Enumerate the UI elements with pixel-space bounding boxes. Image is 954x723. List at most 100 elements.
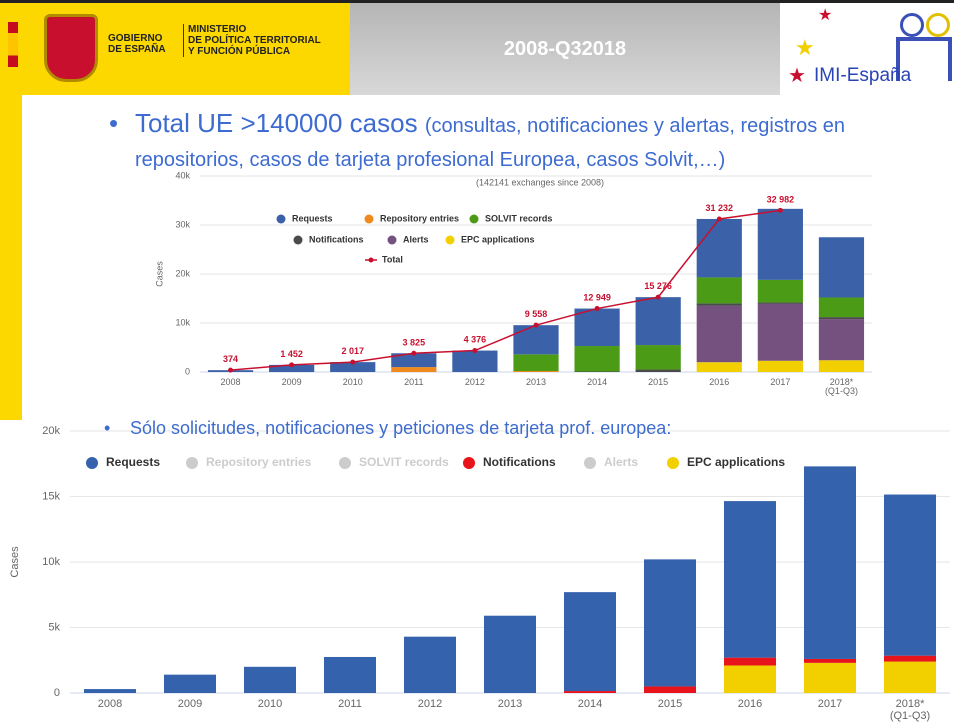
y-tick-label: 20k [175,268,190,278]
bar-segment [724,657,776,666]
bar-segment [804,658,856,663]
bar-segment [564,592,616,692]
ministry-line: Y FUNCIÓN PÚBLICA [188,46,291,57]
x-tick-label: 2015 [648,377,669,387]
x-tick-label: 2010 [342,377,363,387]
slide-title: 2008-Q32018 [503,38,627,60]
x-tick-label: 2016 [709,377,730,387]
data-label: 4 376 [464,335,487,345]
bar-segment [724,665,776,693]
line-point [716,216,722,222]
x-tick-label: 2010 [257,698,283,710]
x-tick-label: 2011 [338,698,362,710]
bar-segment [330,362,376,372]
y-tick-label: 10k [42,556,60,568]
bar-segment [818,319,865,361]
bar-segment [884,661,936,693]
data-label: 3 825 [403,337,426,347]
x-tick-label: 2014 [587,377,608,387]
legend-marker [339,457,351,469]
data-label: 31 232 [706,203,734,213]
x-tick-label: 2018* (Q1-Q3) [889,698,931,722]
legend-label: Total [382,254,403,264]
x-tick-label: 2012 [464,377,485,387]
bar-segment [818,237,865,298]
legend-marker [445,235,455,245]
legend-label: EPC applications [461,234,535,244]
legend-marker [368,257,374,263]
logo-m [896,37,952,81]
side-strip [0,95,22,425]
bar-segment [884,655,936,662]
bar-segment [804,662,856,693]
bar-segment [818,297,865,318]
legend-label: Alerts [604,455,638,469]
bar-segment [635,345,681,370]
line-point [289,362,295,368]
imi-logo: ★ ★ ★ IMI-España [788,5,952,90]
y-tick-label: 0 [185,366,190,376]
x-tick-label: 2009 [281,377,302,387]
bar-segment [269,364,315,372]
y-axis-label: Cases [9,546,21,578]
bullet: Total UE >140000 casos (consultas, notif… [109,106,945,174]
x-tick-label: 2009 [177,698,203,710]
bullet: Sólo solicitudes, notificaciones y petic… [104,418,671,439]
y-tick-label: 5k [48,621,60,633]
legend-label: EPC applications [687,455,785,469]
logo-text: IMI-España [814,65,912,86]
bar-segment [696,305,742,363]
x-tick-label: 2017 [817,698,843,710]
x-tick-label: 2016 [737,698,763,710]
y-tick-label: 40k [175,170,190,180]
line-point [655,294,661,300]
legend-marker [86,457,98,469]
legend-marker [186,457,198,469]
y-tick-label: 20k [42,425,60,437]
bar-segment [84,689,136,693]
x-tick-label: 2008 [97,698,123,710]
line-point [350,359,356,365]
data-label: 12 949 [583,293,611,303]
line-point [411,350,417,356]
bar-segment [484,615,536,693]
bar-segment [724,501,776,658]
bar-segment [513,371,559,372]
legend-label: Requests [106,455,160,469]
legend-marker [469,214,479,224]
bar-segment [513,354,559,372]
gov-line: GOBIERNO [108,33,163,44]
y-tick-label: 15k [42,490,60,502]
bar-segment [404,636,456,693]
star: ★ [788,65,806,87]
line-point [228,367,234,373]
bar-segment [818,317,865,320]
line-point [594,306,600,312]
y-tick-label: 0 [54,687,60,699]
bar-segment [696,303,742,306]
bar-segment [644,559,696,687]
data-label: 1 452 [280,349,303,359]
bar-segment [244,666,296,693]
star: ★ [818,7,833,24]
bar-segment [635,369,681,372]
bar-segment [804,466,856,659]
gov-name: GOBIERNO DE ESPAÑA [108,33,166,55]
legend-label: Repository entries [380,213,459,223]
star: ★ [795,35,815,60]
header-gray [350,0,780,95]
y-tick-label: 30k [175,219,190,229]
bar-segment [644,686,696,693]
bar-segment [757,360,803,372]
coat-of-arms [44,14,98,82]
bar-segment [574,308,620,347]
data-label: 2 017 [341,346,364,356]
x-tick-label: 2012 [417,698,443,710]
data-label: 15 276 [644,281,672,291]
bar-segment [884,494,936,656]
bar-segment [164,674,216,693]
bar-segment [696,218,742,278]
bar-segment [757,302,803,304]
bar-segment [391,353,437,368]
bar-segment [757,208,803,280]
